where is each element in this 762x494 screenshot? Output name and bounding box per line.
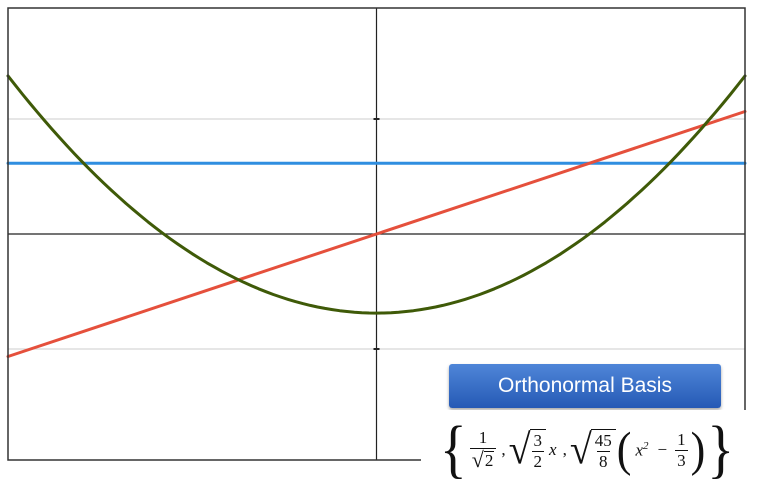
radicand: 45 8 xyxy=(590,428,616,472)
sqrt-two: √ 2 xyxy=(472,449,495,471)
series-curves xyxy=(6,74,747,358)
open-brace: { xyxy=(439,414,467,486)
separator-comma: , xyxy=(501,440,506,459)
sqrt-three-halves: √ 3 2 xyxy=(508,425,547,474)
sqrt-forty-five-eighths: √ 45 8 xyxy=(569,425,616,474)
quadratic-series xyxy=(6,74,747,315)
plot-frame xyxy=(7,7,746,461)
open-paren: ( xyxy=(616,422,632,477)
close-paren: ) xyxy=(690,422,706,477)
fraction-forty-five-eighths: 45 8 xyxy=(593,431,614,472)
term3-numerator: 45 xyxy=(594,430,612,450)
term4-numerator: 1 xyxy=(677,429,686,449)
fraction-three-halves: 3 2 xyxy=(531,430,545,472)
term2-denominator: 2 xyxy=(531,450,545,471)
orthonormal-basis-formula: { 1 √ 2 , √ 3 2 x , √ xyxy=(421,410,753,490)
radicand-two: 2 xyxy=(483,450,495,470)
term3-denominator: 8 xyxy=(597,450,610,471)
close-brace: } xyxy=(707,414,735,486)
variable-x: x xyxy=(635,440,643,460)
radical-sign: √ xyxy=(569,425,592,474)
variable-x-squared: x2 xyxy=(635,440,648,461)
orthonormal-basis-label: Orthonormal Basis xyxy=(449,364,721,408)
radical-sign: √ xyxy=(508,425,531,474)
term1-denominator: √ 2 xyxy=(469,448,497,472)
separator-comma: , xyxy=(562,440,567,459)
exponent: 2 xyxy=(642,439,649,452)
radicand: 3 2 xyxy=(529,428,547,472)
variable-x: x xyxy=(549,440,557,459)
term-one-over-sqrt-two: 1 √ 2 xyxy=(469,428,497,472)
term2-numerator: 3 xyxy=(533,430,543,450)
radical-sign: √ xyxy=(471,447,484,472)
fraction-one-third: 1 3 xyxy=(675,430,688,471)
linear-series xyxy=(6,110,747,358)
minus-sign: − xyxy=(657,440,668,459)
term1-numerator: 1 xyxy=(478,428,488,447)
term4-denominator: 3 xyxy=(675,449,688,470)
